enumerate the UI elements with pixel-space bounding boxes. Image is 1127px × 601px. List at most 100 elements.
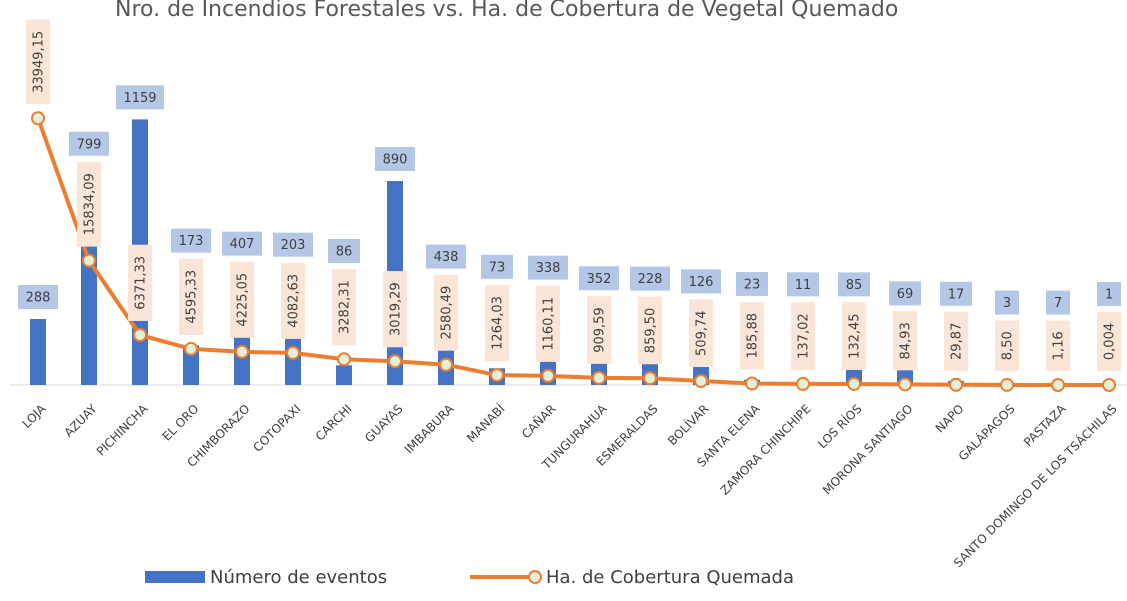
bar-value-label: 890 — [383, 153, 408, 168]
label-box — [1097, 311, 1121, 371]
label-box — [230, 261, 254, 338]
line-value-label: 509,74 — [695, 310, 710, 356]
label-box — [26, 19, 50, 105]
label-box — [740, 301, 764, 370]
line-value-label: 4082,63 — [287, 274, 302, 328]
line-data-label: 1264,03 — [485, 284, 509, 362]
bar-value-label: 23 — [744, 277, 761, 292]
bar-value-label: 338 — [536, 261, 561, 276]
label-box — [944, 311, 968, 371]
line-marker — [133, 327, 147, 342]
label-box — [222, 231, 262, 256]
line-data-label: 4225,05 — [230, 261, 254, 338]
line-value-label: 2580,49 — [440, 286, 455, 340]
label-box — [940, 281, 972, 306]
line-marker — [388, 354, 402, 369]
x-tick-label: PASTAZA — [1021, 401, 1069, 449]
line-data-label: 4595,33 — [179, 258, 203, 335]
line-marker — [31, 111, 45, 126]
x-tick-label: NAPO — [933, 402, 967, 436]
x-tick-label: CARCHI — [313, 402, 355, 444]
chart-title: Nro. de Incendios Forestales vs. Ha. de … — [115, 0, 898, 22]
line-data-label: 185,88 — [740, 301, 764, 370]
line-data-label: 0,004 — [1097, 311, 1121, 371]
label-box — [383, 271, 407, 348]
bar-value-label: 438 — [434, 250, 459, 265]
line — [36, 117, 1110, 387]
bar-value-label: 203 — [281, 238, 306, 253]
legend-swatch — [145, 571, 205, 583]
label-box — [332, 269, 356, 346]
label-box — [536, 285, 560, 362]
label-box — [1046, 320, 1070, 371]
line-data-label: 909,59 — [587, 296, 611, 364]
line-value-label: 132,45 — [848, 313, 863, 359]
line-data-label: 8,50 — [995, 320, 1019, 371]
line-marker — [439, 357, 453, 372]
bar-value-label: 85 — [846, 278, 863, 293]
line-marker — [643, 371, 657, 386]
line-marker — [745, 376, 759, 391]
label-box — [128, 244, 152, 321]
label-box — [116, 85, 164, 110]
line-marker — [694, 373, 708, 388]
bar — [336, 365, 352, 385]
line-marker — [898, 377, 912, 392]
bar-value-label: 407 — [230, 237, 255, 252]
label-box — [791, 302, 815, 370]
label-box — [1097, 281, 1121, 306]
label-box — [587, 296, 611, 364]
label-box — [579, 266, 619, 291]
line-data-label: 859,50 — [638, 296, 662, 365]
x-tick-label: COTOPAXI — [251, 402, 304, 455]
legend-label: Ha. de Cobertura Quemada — [546, 567, 794, 588]
line-data-label: 4082,63 — [281, 262, 305, 339]
x-tick-label: AZUAY — [62, 401, 101, 440]
line-data-label: 137,02 — [791, 302, 815, 370]
bar-value-label: 69 — [897, 287, 914, 302]
line-value-label: 4595,33 — [185, 270, 200, 324]
line-data-label: 3282,31 — [332, 269, 356, 346]
line-value-label: 0,004 — [1103, 323, 1118, 360]
label-box — [375, 147, 415, 172]
line-marker — [235, 344, 249, 359]
x-tick-label: LOJA — [19, 401, 49, 431]
label-box — [681, 269, 721, 294]
line-value-label: 859,50 — [644, 308, 659, 354]
x-tick-label: BOLÍVAR — [664, 401, 711, 448]
x-tick-label: ZAMORA CHINCHIPE — [718, 402, 814, 498]
label-box — [77, 161, 101, 247]
label-box — [69, 131, 109, 156]
line-data-label: 33949,15 — [26, 19, 50, 105]
x-tick-label: GUAYAS — [362, 402, 406, 446]
legend-label: Número de eventos — [210, 567, 387, 588]
label-box — [18, 285, 58, 309]
bar-value-label: 126 — [689, 275, 714, 290]
label-box — [736, 271, 768, 296]
line-value-label: 33949,15 — [32, 31, 47, 93]
line-data-label: 84,93 — [893, 311, 917, 371]
label-box — [328, 239, 360, 264]
label-box — [171, 228, 211, 253]
label-box — [787, 272, 819, 297]
x-tick-label: MORONA SANTIAGO — [820, 402, 916, 498]
label-box — [434, 274, 458, 351]
label-box — [481, 254, 513, 279]
line-data-label: 15834,09 — [77, 161, 101, 247]
line-marker — [1000, 377, 1014, 392]
bar-value-label: 11 — [795, 278, 812, 293]
line-marker — [490, 368, 504, 383]
line-value-label: 84,93 — [899, 322, 914, 359]
x-tick-label: PICHINCHA — [94, 401, 151, 458]
label-box — [995, 290, 1019, 315]
line-data-label: 29,87 — [944, 311, 968, 371]
x-tick-label: EL ORO — [160, 402, 202, 444]
line-data-label: 6371,33 — [128, 244, 152, 321]
line-value-label: 185,88 — [746, 313, 761, 359]
label-box — [842, 302, 866, 370]
label-box — [889, 281, 921, 306]
x-tick-label: IMBABURA — [402, 401, 457, 456]
bar-value-label: 799 — [77, 137, 102, 152]
bar-value-label: 73 — [489, 260, 506, 275]
line-value-label: 1160,11 — [542, 297, 557, 351]
